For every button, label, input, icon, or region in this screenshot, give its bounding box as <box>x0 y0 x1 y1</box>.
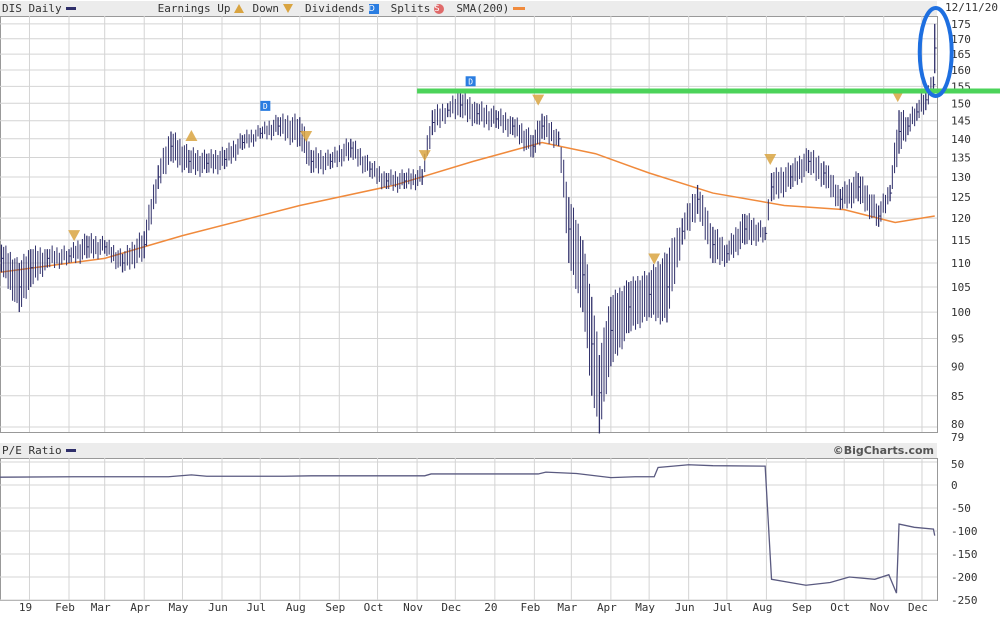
earnings-down-icon <box>648 253 661 265</box>
x-tick-label: Dec <box>441 601 461 614</box>
price-y-tick-label: 100 <box>951 306 971 319</box>
earnings-down-icon <box>418 150 431 162</box>
earnings-down-icon <box>282 4 293 13</box>
price-y-tick-label: 170 <box>951 33 971 46</box>
pe-y-tick-label: -250 <box>951 594 978 607</box>
sma-line <box>0 141 935 274</box>
dividend-icon <box>260 100 271 111</box>
earnings-up-label: Earnings Up <box>157 2 231 15</box>
sma-label: SMA(200) <box>456 2 510 15</box>
earnings-down-icon <box>764 154 777 166</box>
dividend-icon: D <box>368 3 379 14</box>
x-tick-label: Aug <box>752 601 772 614</box>
price-y-tick-label: 145 <box>951 115 971 128</box>
dividend-glyph: D <box>263 102 268 111</box>
sma-swatch-icon <box>513 7 526 10</box>
pe-plot-frame <box>0 458 938 601</box>
x-tick-label: Sep <box>792 601 812 614</box>
pe-y-tick-label: 50 <box>951 458 964 471</box>
x-tick-label: Oct <box>364 601 384 614</box>
x-tick-label: Jul <box>713 601 733 614</box>
pe-y-tick-label: 0 <box>951 479 958 492</box>
x-tick-label: Sep <box>325 601 345 614</box>
pe-label: P/E Ratio <box>2 444 62 457</box>
copyright: ©BigCharts.com <box>832 444 934 457</box>
x-tick-label: 20 <box>484 601 497 614</box>
split-icon: S <box>434 3 445 14</box>
price-y-tick-label: 95 <box>951 332 964 345</box>
pe-y-tick-label: -50 <box>951 502 971 515</box>
price-y-min-label: 79 <box>951 431 964 444</box>
x-tick-label: Jun <box>208 601 228 614</box>
price-y-tick-label: 125 <box>951 191 971 204</box>
x-tick-label: Feb <box>520 601 540 614</box>
price-y-tick-label: 80 <box>951 418 964 431</box>
earnings-down-icon <box>68 230 81 242</box>
splits-label: Splits <box>390 2 431 15</box>
x-tick-label: Feb <box>55 601 75 614</box>
x-tick-label: Nov <box>870 601 890 614</box>
x-tick-label: Dec <box>908 601 928 614</box>
x-tick-label: Nov <box>403 601 423 614</box>
price-y-tick-label: 165 <box>951 48 971 61</box>
dividend-glyph: D <box>468 77 473 86</box>
x-tick-label: Jun <box>675 601 695 614</box>
price-y-tick-label: 115 <box>951 234 971 247</box>
price-y-tick-label: 85 <box>951 390 964 403</box>
pe-y-tick-label: -200 <box>951 571 978 584</box>
pe-y-tick-label: -100 <box>951 525 978 538</box>
earnings-down-icon <box>532 94 545 106</box>
price-y-tick-label: 150 <box>951 97 971 110</box>
price-series-swatch-icon <box>65 7 76 10</box>
price-y-tick-label: 175 <box>951 18 971 31</box>
x-tick-label: May <box>169 601 189 614</box>
pe-line <box>0 464 936 594</box>
x-tick-label: Mar <box>91 601 111 614</box>
dividend-icon <box>465 76 476 87</box>
price-y-tick-label: 130 <box>951 171 971 184</box>
price-y-tick-label: 105 <box>951 281 971 294</box>
x-tick-label: Apr <box>597 601 617 614</box>
price-legend-bar: DIS Daily Earnings Up Down Dividends D Sp… <box>0 1 937 16</box>
earnings-down-icon <box>300 130 313 142</box>
x-tick-label: Mar <box>557 601 577 614</box>
earnings-down-label: Down <box>252 2 279 15</box>
price-bars <box>0 23 937 434</box>
earnings-down-icon <box>891 91 904 103</box>
price-y-tick-label: 110 <box>951 257 971 270</box>
price-y-tick-label: 140 <box>951 133 971 146</box>
x-tick-label: Apr <box>130 601 150 614</box>
price-y-tick-label: 135 <box>951 152 971 165</box>
earnings-up-icon <box>185 129 198 141</box>
dividends-label: Dividends <box>304 2 365 15</box>
pe-legend-bar: P/E Ratio <box>0 443 937 458</box>
price-y-tick-label: 120 <box>951 212 971 225</box>
price-y-tick-label: 90 <box>951 360 964 373</box>
x-tick-label: May <box>635 601 655 614</box>
pe-y-tick-label: -150 <box>951 548 978 561</box>
x-tick-label: Aug <box>286 601 306 614</box>
highlight-circle-annotation <box>917 6 954 98</box>
symbol-label: DIS Daily <box>2 2 62 15</box>
x-tick-label: Jul <box>246 601 266 614</box>
x-tick-label: 19 <box>19 601 32 614</box>
earnings-up-icon <box>234 4 245 13</box>
chart-date: 12/11/20 <box>945 1 998 14</box>
pe-series-swatch-icon <box>65 449 76 452</box>
x-tick-label: Oct <box>830 601 850 614</box>
price-y-tick-label: 160 <box>951 64 971 77</box>
